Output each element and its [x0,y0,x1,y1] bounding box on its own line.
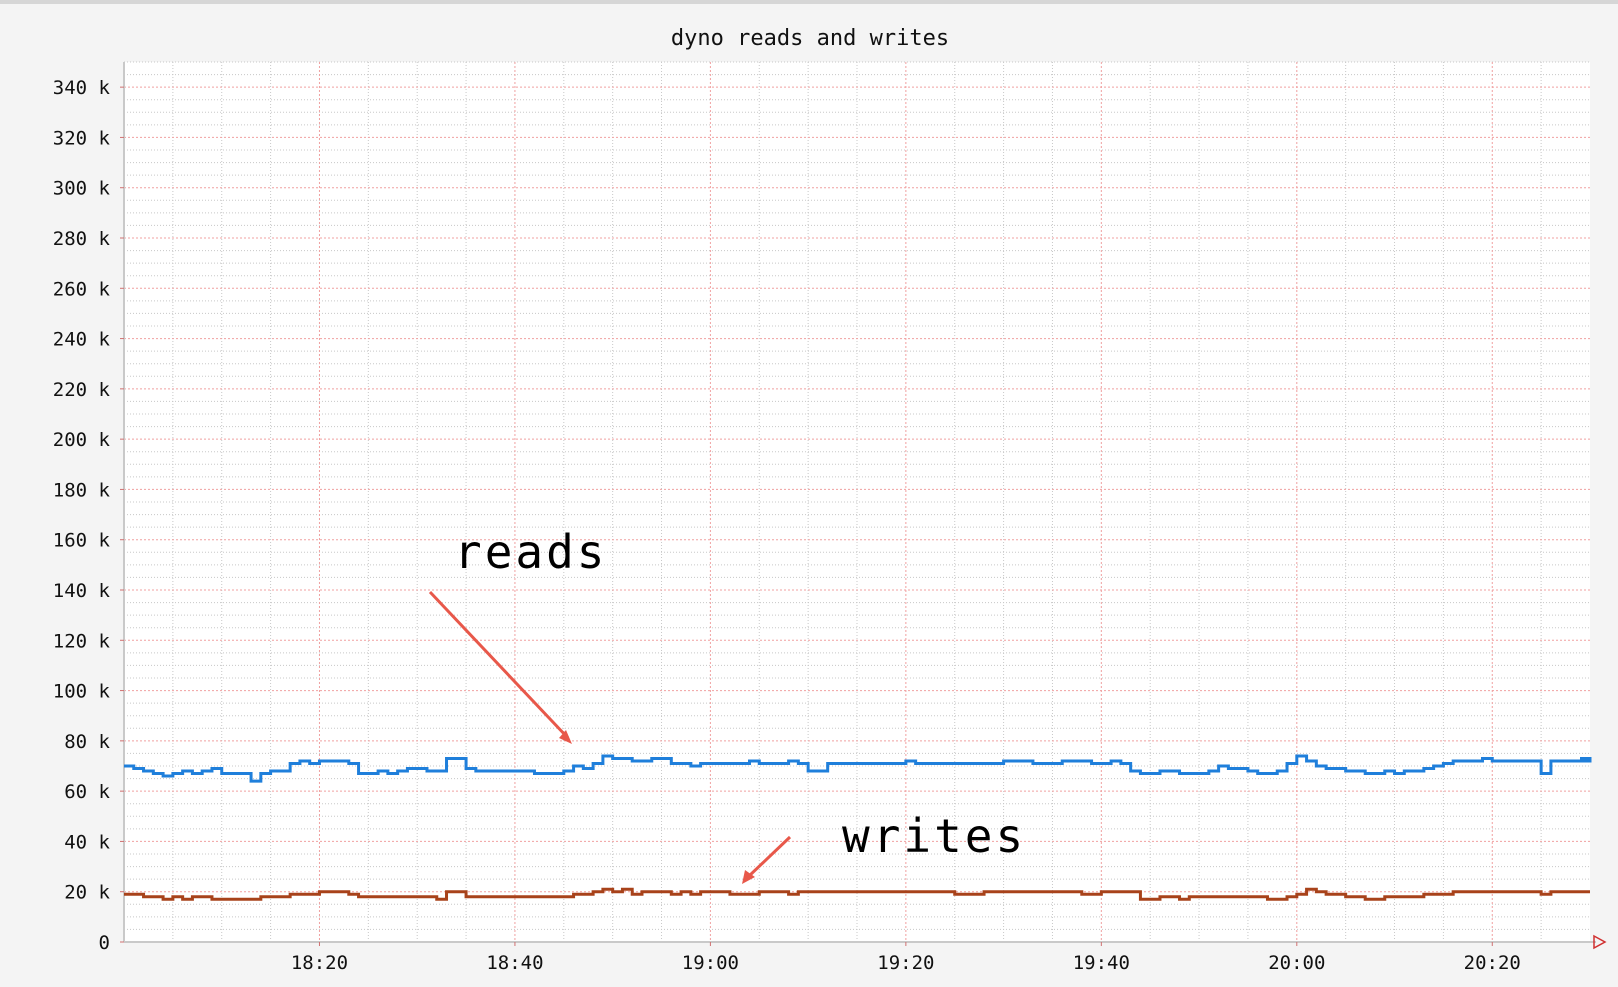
x-tick-label: 20:20 [1464,952,1521,974]
y-tick-label: 260 k [53,278,111,300]
x-tick-label: 20:00 [1268,952,1325,974]
minor-grid [124,61,1590,942]
x-axis-ticks: 18:20 18:40 19:00 19:20 19:40 20:00 20:20 [291,942,1521,974]
x-tick-label: 19:40 [1073,952,1130,974]
y-tick-label: 120 k [53,630,111,652]
y-tick-label: 160 k [53,530,111,552]
reads-annotation-label: reads [454,525,607,579]
annotations: reads writes [428,525,1026,884]
y-tick-label: 200 k [53,429,111,451]
series-group [124,754,1592,901]
x-axis-arrow-icon [1593,934,1607,950]
axes [123,62,1607,950]
y-tick-label: 60 k [64,781,110,803]
x-tick-label: 18:40 [486,952,543,974]
chart-title: dyno reads and writes [671,26,949,51]
y-tick-label: 80 k [64,731,110,753]
y-tick-label: 0 [99,932,110,954]
y-tick-label: 340 k [53,77,111,99]
y-tick-label: 240 k [53,329,111,351]
y-tick-label: 300 k [53,178,111,200]
y-tick-label: 100 k [53,681,111,703]
y-tick-label: 20 k [64,882,110,904]
y-tick-label: 220 k [53,379,111,401]
writes-arrowhead [742,870,755,884]
y-axis-ticks: 0 20 k 40 k 60 k 80 k 100 k 120 k 140 k 160 k 180… [53,77,124,954]
reads-arrowhead [559,730,572,744]
y-tick-label: 140 k [53,580,111,602]
writes-annotation-arrow [746,835,792,879]
x-tick-label: 18:20 [291,952,348,974]
writes-annotation-label: writes [842,809,1026,863]
y-tick-label: 320 k [53,127,111,149]
x-tick-label: 19:20 [877,952,934,974]
y-tick-label: 180 k [53,479,111,501]
y-tick-label: 40 k [64,831,110,853]
x-tick-label: 19:00 [682,952,739,974]
writes-series-line [124,887,1590,901]
window-top-border [0,0,1618,4]
reads-series-line [124,754,1592,783]
reads-annotation-arrow [428,590,570,740]
y-tick-label: 280 k [53,228,111,250]
